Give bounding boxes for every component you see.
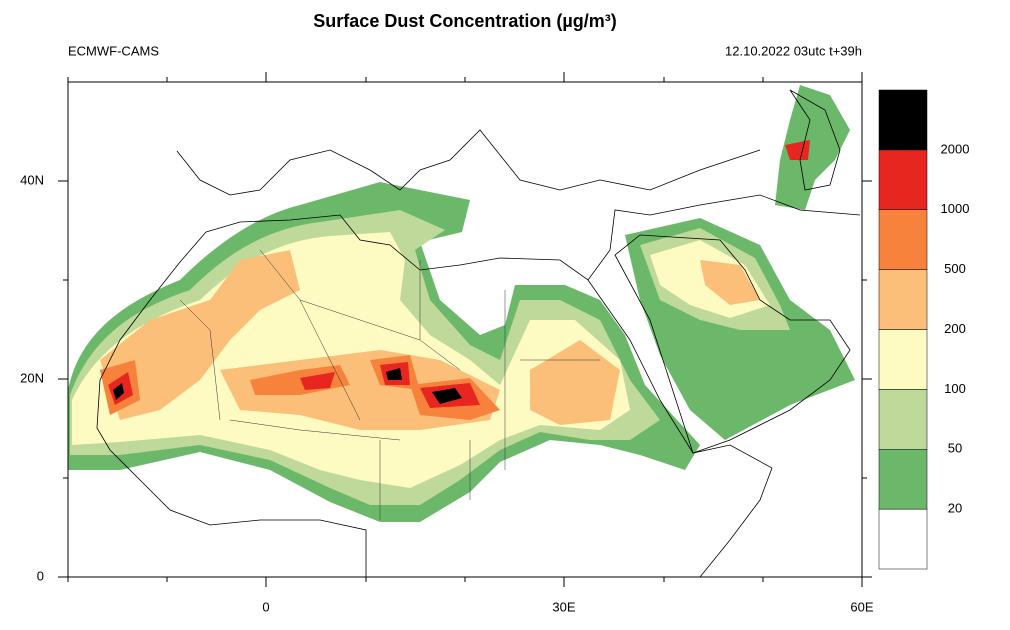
- dust-area: [775, 85, 850, 210]
- lat-label: 20N: [20, 370, 44, 385]
- lon-label: 30E: [552, 599, 575, 614]
- colorbar-label: 200: [944, 321, 966, 336]
- ticks: 40N 20N 0 0 30E 60E: [20, 72, 874, 614]
- coastline: [96, 231, 367, 577]
- colorbar-label: 50: [948, 441, 962, 456]
- colorbar-label: 20: [948, 501, 962, 516]
- dust-area: [530, 340, 620, 425]
- model-label: ECMWF-CAMS: [68, 43, 159, 58]
- coastline: [789, 89, 841, 191]
- title: Surface Dust Concentration (µg/m³): [313, 11, 616, 31]
- dust-area: [100, 250, 300, 420]
- colorbar-label: 1000: [941, 201, 970, 216]
- map-area: [68, 82, 862, 577]
- colorbar-box: [878, 149, 928, 210]
- colorbar-box: [878, 389, 928, 450]
- colorbar-box: [878, 508, 928, 570]
- dust-area: [700, 260, 760, 305]
- dust-area: [300, 372, 335, 390]
- colorbar-box: [878, 209, 928, 270]
- lon-label: 60E: [850, 599, 873, 614]
- colorbar: 20 50 100 200 500 1000 2000: [878, 89, 970, 570]
- border: [179, 249, 600, 520]
- lat-label: 0: [37, 568, 44, 583]
- lon-label: 0: [262, 599, 269, 614]
- date-label: 12.10.2022 03utc t+39h: [725, 43, 862, 58]
- colorbar-label: 100: [944, 381, 966, 396]
- colorbar-box: [878, 329, 928, 390]
- colorbar-box: [878, 89, 928, 151]
- coastline: [614, 234, 851, 454]
- coastline: [587, 279, 773, 577]
- coastline: [205, 194, 861, 281]
- dust-area: [386, 368, 402, 380]
- colorbar-box: [878, 269, 928, 330]
- dust-area: [432, 388, 462, 404]
- colorbar-label: 500: [944, 261, 966, 276]
- coastline: [176, 129, 761, 196]
- dust-area: [113, 383, 124, 400]
- lat-label: 40N: [20, 172, 44, 187]
- colorbar-box: [878, 449, 928, 510]
- colorbar-label: 2000: [941, 141, 970, 156]
